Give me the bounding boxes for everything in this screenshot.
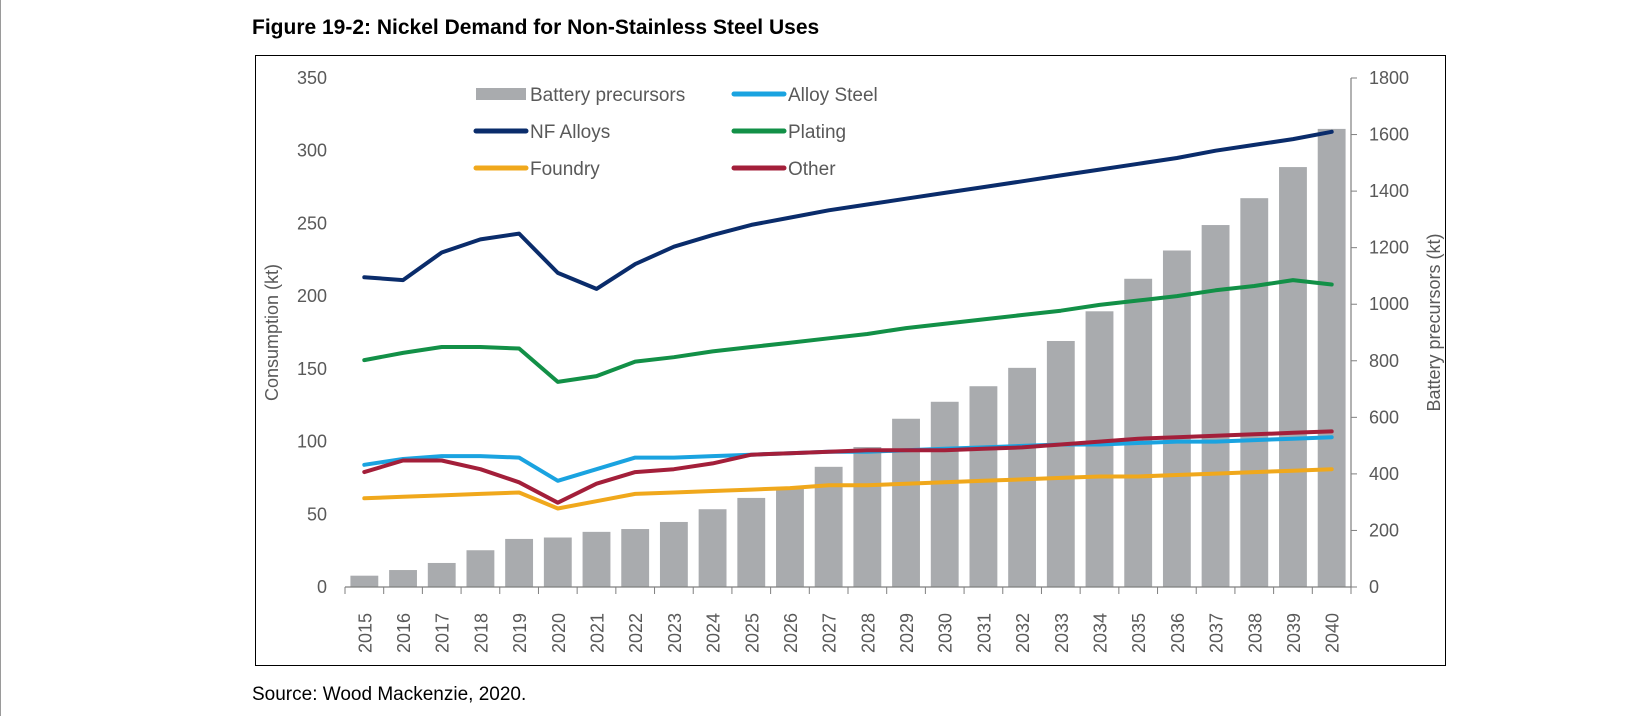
bar-battery-precursors [1162,250,1191,587]
y-left-tick-label: 300 [297,141,327,161]
x-tick-label: 2035 [1129,613,1149,653]
x-tick-label: 2019 [510,613,530,653]
y-right-tick-label: 1600 [1369,125,1409,145]
line-other [362,429,1334,505]
bar-battery-precursors [1279,167,1307,587]
bar-battery-precursors [427,562,456,587]
y-left-tick-label: 200 [297,286,327,306]
x-tick-label: 2036 [1168,613,1188,653]
x-tick-label: 2034 [1091,613,1111,653]
bar-battery-precursors [389,570,417,587]
y-left-tick-label: 0 [317,577,327,597]
bar-battery-precursors [698,509,727,587]
figure-title: Figure 19-2: Nickel Demand for Non-Stain… [252,16,820,39]
legend-label-other: Other [788,159,836,180]
line-nf-alloys [362,129,1334,291]
x-tick-label: 2033 [1052,613,1072,653]
bar-battery-precursors [350,575,379,587]
bar-battery-precursors [1317,128,1346,587]
bar-battery-precursors [776,488,804,587]
x-tick-label: 2038 [1245,613,1265,653]
x-tick-label: 2024 [704,613,724,653]
x-tick-label: 2016 [394,613,414,653]
y-left-tick-label: 150 [297,359,327,379]
x-tick-label: 2032 [1013,613,1033,653]
bar-battery-precursors [930,401,959,587]
bar-battery-precursors [853,447,882,587]
chart-frame [255,55,1446,666]
bar-battery-precursors [969,386,998,587]
source-note: Source: Wood Mackenzie, 2020. [252,684,527,705]
bar-battery-precursors [1124,278,1153,587]
legend-label-battery-precursors: Battery precursors [530,85,685,106]
x-tick-label: 2023 [665,613,685,653]
legend-label-alloy-steel: Alloy Steel [788,85,878,106]
y-right-tick-label: 600 [1369,407,1399,427]
line-foundry [362,467,1334,511]
bar-battery-precursors [582,531,611,587]
bar-battery-precursors [466,550,495,587]
x-tick-label: 2037 [1207,613,1227,653]
x-tick-label: 2017 [433,613,453,653]
legend-label-foundry: Foundry [530,159,600,180]
y-right-tick-label: 800 [1369,351,1399,371]
bar-battery-precursors [505,538,534,587]
x-tick-label: 2025 [742,613,762,653]
x-tick-label: 2021 [588,613,608,653]
bar-battery-precursors [737,497,766,587]
bar-battery-precursors [1046,340,1075,587]
bar-battery-precursors [1201,225,1230,588]
bar-battery-precursors [659,521,688,587]
y-right-tick-label: 400 [1369,464,1399,484]
y-right-tick-label: 200 [1369,520,1399,540]
x-tick-label: 2030 [936,613,956,653]
x-tick-label: 2015 [355,613,375,653]
x-tick-label: 2026 [781,613,801,653]
x-tick-label: 2029 [897,613,917,653]
y-right-axis-title: Battery precursors (kt) [1424,233,1444,411]
bar-battery-precursors [621,529,650,587]
legend-label-nf-alloys: NF Alloys [530,122,610,143]
x-tick-label: 2027 [820,613,840,653]
page-left-border [0,0,1,716]
y-left-tick-label: 350 [297,68,327,88]
legend-swatch-battery-precursors [476,88,526,100]
x-tick-label: 2018 [471,613,491,653]
x-tick-label: 2031 [974,613,994,653]
legend-label-plating: Plating [788,122,846,143]
x-tick-label: 2020 [549,613,569,653]
y-right-tick-label: 1000 [1369,294,1409,314]
y-left-axis-title: Consumption (kt) [262,264,282,401]
y-left-tick-label: 100 [297,432,327,452]
x-tick-label: 2028 [858,613,878,653]
y-right-tick-label: 1800 [1369,68,1409,88]
y-right-tick-label: 0 [1369,577,1379,597]
bar-battery-precursors [892,418,920,587]
bar-battery-precursors [1240,198,1269,588]
y-right-tick-label: 1400 [1369,181,1409,201]
x-tick-label: 2040 [1323,613,1343,653]
line-plating [362,278,1334,384]
bar-battery-precursors [543,537,572,587]
y-left-tick-label: 50 [307,504,327,524]
x-tick-label: 2039 [1284,613,1304,653]
y-right-tick-label: 1200 [1369,238,1409,258]
bar-battery-precursors [1085,311,1114,587]
x-tick-label: 2022 [626,613,646,653]
y-left-tick-label: 250 [297,213,327,233]
